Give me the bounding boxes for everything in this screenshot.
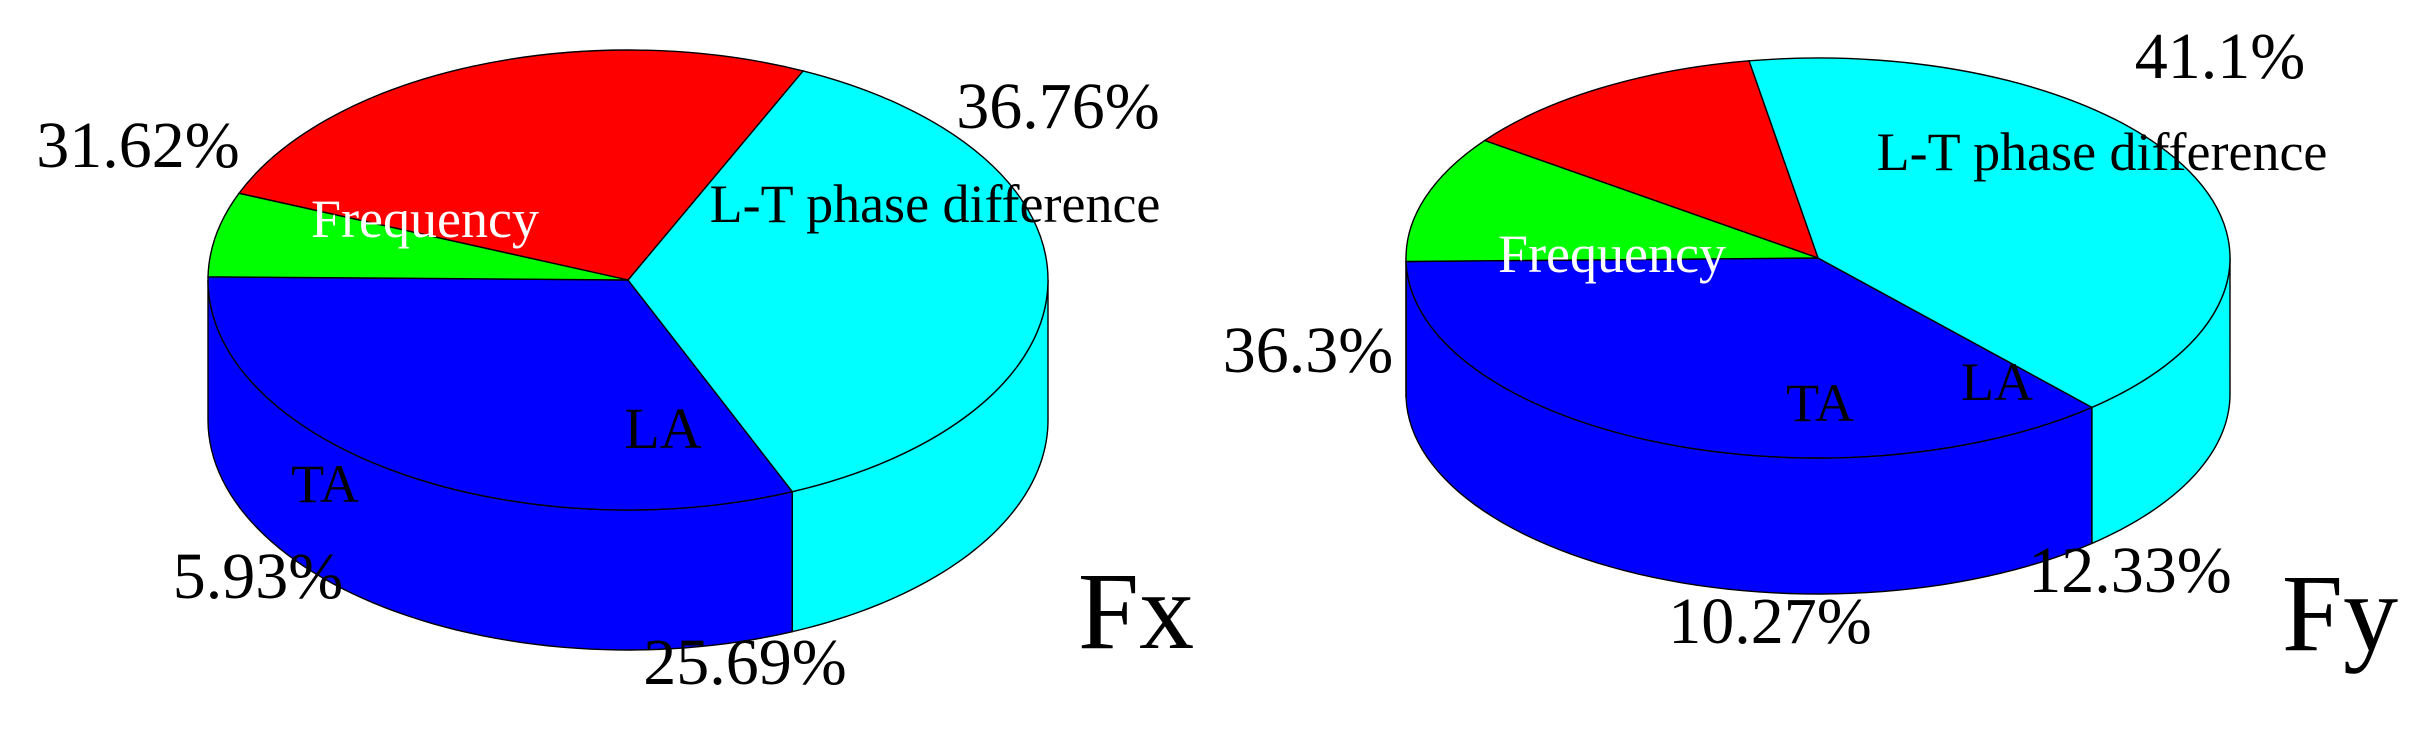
pie-chart-fy: Frequency L-T phase difference LA TA 36.3% 41… <box>1223 20 2398 674</box>
slice-label-lt-phase-difference: L-T phase difference <box>1877 122 2328 182</box>
slice-label-la: LA <box>1961 352 2033 412</box>
value-label-frequency: 31.62% <box>36 109 239 182</box>
slice-label-la: LA <box>624 396 701 461</box>
slice-frequency <box>1405 257 2094 459</box>
pie-chart-fx: Frequency L-T phase difference LA TA 31.62% 3… <box>36 49 1194 699</box>
slice-label-lt-phase-difference: L-T phase difference <box>710 174 1161 234</box>
value-label-la: 25.69% <box>643 626 846 699</box>
slice-label-ta: TA <box>1786 373 1854 433</box>
slice-lt-phase-difference <box>627 70 1049 493</box>
slice-label-frequency: Frequency <box>311 189 539 249</box>
value-label-frequency: 36.3% <box>1223 314 1393 387</box>
slice-label-ta: TA <box>291 454 359 514</box>
value-label-lt-phase-difference: 41.1% <box>2135 20 2305 93</box>
chart-title: Fy <box>2282 552 2398 674</box>
slice-la <box>237 49 805 281</box>
slice-ta <box>207 192 629 281</box>
slice-la <box>1483 60 1820 260</box>
slice-ta <box>1405 139 1819 263</box>
slice-label-frequency: Frequency <box>1498 224 1726 284</box>
slice-frequency <box>207 276 794 511</box>
value-label-la: 12.33% <box>2028 534 2231 607</box>
value-label-ta: 10.27% <box>1668 585 1871 658</box>
value-label-ta: 5.93% <box>173 540 343 613</box>
value-label-lt-phase-difference: 36.76% <box>956 70 1159 143</box>
chart-title: Fx <box>1078 550 1194 672</box>
slice-lt-phase-difference <box>1748 57 2231 409</box>
